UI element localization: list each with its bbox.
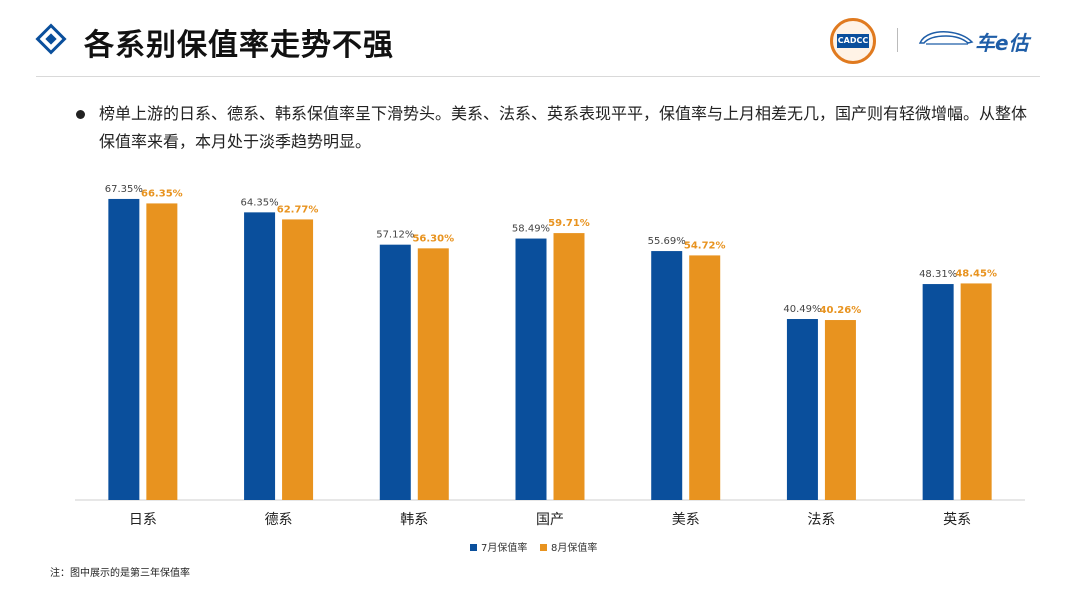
legend-swatch (470, 544, 477, 551)
data-label: 40.49% (783, 304, 821, 315)
data-label: 67.35% (105, 184, 143, 195)
bar (282, 219, 314, 501)
logo-separator (897, 28, 898, 52)
car-logo-icon (918, 31, 974, 45)
legend-label: 8月保值率 (551, 541, 597, 554)
x-tick-label: 德系 (265, 512, 293, 528)
bar (960, 283, 992, 500)
x-tick-label: 国产 (536, 512, 564, 528)
description-text: 榜单上游的日系、德系、韩系保值率呈下滑势头。美系、法系、英系表现平平，保值率与上… (99, 104, 1028, 151)
data-label: 48.31% (919, 269, 957, 280)
bar (689, 255, 721, 500)
bar (108, 198, 140, 500)
footnote: 注：图中展示的是第三年保值率 (50, 568, 190, 579)
data-label: 56.30% (412, 233, 454, 244)
data-label: 62.77% (277, 204, 319, 215)
data-label: 59.71% (548, 218, 590, 229)
data-label: 54.72% (684, 240, 726, 251)
data-label: 66.35% (141, 188, 183, 199)
brand-logo-text: 车e估 (975, 31, 1029, 55)
bar (651, 251, 683, 500)
x-tick-label: 法系 (807, 512, 835, 528)
x-tick-label: 英系 (943, 511, 971, 528)
bar (146, 203, 178, 500)
bar (553, 233, 585, 500)
data-label: 55.69% (648, 236, 686, 247)
bar (922, 284, 954, 500)
x-tick-label: 日系 (129, 512, 157, 528)
data-label: 48.45% (955, 268, 997, 279)
x-tick-label: 韩系 (400, 512, 428, 528)
bar (515, 238, 547, 501)
header: 各系别保值率走势不强 CADCC 车e估 (0, 0, 1080, 80)
bullet-dot (76, 110, 85, 119)
data-label: 57.12% (376, 230, 414, 241)
page-title: 各系别保值率走势不强 (84, 28, 394, 63)
data-label: 58.49% (512, 224, 550, 235)
data-label: 40.26% (820, 305, 862, 316)
legend-label: 7月保值率 (481, 541, 527, 554)
header-divider (36, 76, 1040, 77)
x-tick-label: 美系 (672, 512, 700, 528)
cadcc-logo-text: CADCC (837, 34, 869, 48)
legend-swatch (540, 544, 547, 551)
bar (244, 212, 276, 500)
bar (824, 320, 856, 500)
bar (379, 244, 411, 500)
bar (786, 319, 818, 500)
cadcc-logo: CADCC (830, 18, 876, 64)
bar (417, 248, 449, 500)
data-label: 64.35% (241, 197, 279, 208)
